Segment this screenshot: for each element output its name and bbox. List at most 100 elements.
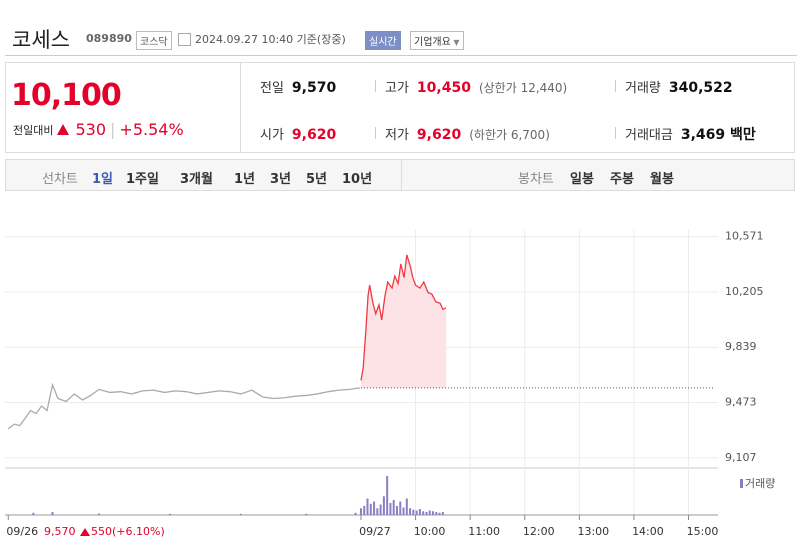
tab[interactable]: 일봉 — [570, 172, 594, 187]
volume-bar — [32, 512, 35, 515]
up-arrow — [80, 528, 90, 536]
price-line — [7, 382, 360, 430]
volume-bar — [363, 506, 366, 515]
volume-bar — [395, 506, 398, 515]
volume-bar — [435, 512, 438, 515]
divider — [5, 55, 797, 56]
tab[interactable]: 10년 — [342, 172, 373, 187]
volume-bar — [239, 513, 242, 515]
volume-bar — [422, 511, 425, 515]
volume-bar — [354, 512, 357, 515]
stat: 거래량 340,522 — [625, 77, 733, 96]
separator — [615, 80, 616, 92]
realtime-badge[interactable]: 실시간 — [365, 31, 401, 50]
volume-bar — [97, 513, 100, 515]
price-line — [360, 254, 447, 381]
up-arrow — [57, 124, 70, 135]
tab[interactable]: 1년 — [234, 172, 256, 187]
tab-divider — [401, 160, 402, 190]
stat: 거래대금 3,469 백만 — [625, 124, 756, 144]
tab[interactable]: 3년 — [270, 172, 292, 187]
x-tick-label: 09/26 — [6, 525, 38, 538]
y-tick-label: 10,205 — [725, 285, 764, 298]
y-tick-label: 9,107 — [725, 451, 757, 464]
stat-label: 시가 — [260, 128, 284, 143]
y-tick-label: 9,473 — [725, 396, 757, 409]
stat-note: (상한가 12,440) — [478, 81, 568, 95]
volume-bar — [418, 509, 421, 515]
legend-swatch — [740, 479, 743, 488]
stock-code: 089890 — [86, 32, 132, 45]
tab[interactable]: 3개월 — [180, 172, 213, 187]
stat-value: 9,620 — [416, 127, 462, 143]
volume-bar — [386, 476, 389, 515]
volume-bar — [409, 508, 412, 515]
volume-bar — [382, 496, 385, 515]
price: 10,100 — [11, 78, 122, 113]
legend-label: 거래량 — [745, 477, 775, 490]
timestamp: 2024.09.27 10:40 기준(장중) — [195, 33, 346, 46]
stat-note: (하한가 6,700) — [469, 128, 550, 142]
stat: 시가 9,620 — [260, 124, 336, 143]
volume-bar — [432, 511, 435, 515]
volume-bar — [389, 503, 392, 515]
volume-bar — [51, 512, 54, 515]
x-tick-label: 15:00 — [687, 525, 719, 538]
x-tick-label: 11:00 — [468, 525, 500, 538]
x-tick-label: 09/27 — [359, 525, 391, 538]
change-pct: +5.54% — [119, 120, 184, 139]
company-info-label: 기업개요 — [414, 37, 451, 48]
y-tick-label: 10,571 — [725, 230, 764, 243]
x-tick-label: 13:00 — [577, 525, 609, 538]
calendar-icon — [178, 33, 191, 46]
stat-value: 10,450 — [416, 80, 471, 96]
tab[interactable]: 1일 — [92, 172, 114, 187]
change: 530 — [75, 120, 107, 139]
stat-label: 거래대금 — [625, 128, 673, 143]
volume-bar — [405, 498, 408, 515]
volume-bar — [399, 501, 402, 515]
volume-bar — [425, 512, 428, 515]
stat-label: 전일 — [260, 81, 284, 96]
volume-bar — [373, 501, 376, 515]
volume-bar — [441, 512, 444, 515]
separator — [375, 80, 376, 92]
stock-name: 코세스 — [12, 28, 70, 52]
prior-change: 550 — [91, 525, 112, 538]
stat-value: 9,570 — [291, 80, 337, 96]
volume-bar — [376, 508, 379, 515]
stat: 전일 9,570 — [260, 77, 336, 96]
quote-divider — [240, 62, 241, 153]
quote-box — [5, 62, 795, 153]
volume-bar — [438, 512, 441, 515]
tab-group-label: 선차트 — [42, 172, 78, 187]
x-tick-label: 12:00 — [523, 525, 555, 538]
x-tick-label: 14:00 — [632, 525, 664, 538]
tab[interactable]: 5년 — [306, 172, 328, 187]
volume-bar — [392, 500, 395, 515]
stat-value: 3,469 백만 — [680, 127, 756, 143]
change-label: 전일대비 — [13, 123, 54, 137]
volume-bar — [379, 504, 382, 515]
tab[interactable]: 주봉 — [610, 172, 634, 187]
change-row: 전일대비 530 | +5.54% — [13, 120, 184, 139]
volume-bar — [415, 510, 418, 515]
volume-bar — [305, 513, 308, 515]
separator — [615, 127, 616, 139]
tab[interactable]: 1주일 — [126, 172, 159, 187]
prior-close: 9,570 — [44, 525, 76, 538]
tab-bar: 선차트 1일 1주일 3개월 1년 3년 5년 10년 봉차트 일봉 주봉 월봉 — [5, 159, 795, 191]
stat-value: 9,620 — [291, 127, 337, 143]
stat: 저가 9,620 (하한가 6,700) — [385, 124, 550, 143]
separator — [375, 127, 376, 139]
tab[interactable]: 월봉 — [650, 172, 674, 187]
tab-group-label: 봉차트 — [518, 172, 554, 187]
volume-bar — [369, 503, 372, 515]
company-info-button[interactable]: 기업개요 ▼ — [410, 31, 464, 50]
stat: 고가 10,450 (상한가 12,440) — [385, 77, 567, 96]
market-badge: 코스닥 — [136, 31, 172, 50]
y-tick-label: 9,839 — [725, 340, 757, 353]
stat-label: 저가 — [385, 128, 409, 143]
area — [360, 254, 447, 388]
